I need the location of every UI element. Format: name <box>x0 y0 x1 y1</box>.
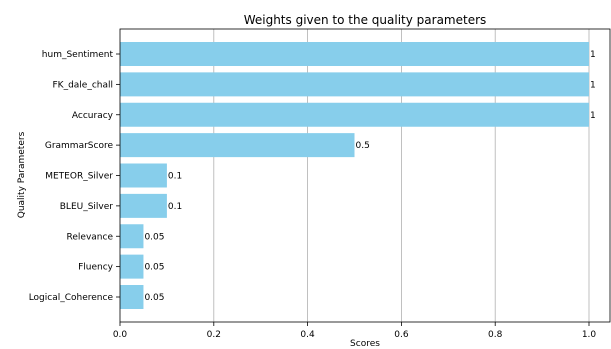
data-label: 0.05 <box>144 293 164 303</box>
y-axis-label: Quality Parameters <box>17 131 27 218</box>
data-label: 0.05 <box>144 232 164 242</box>
data-label: 0.1 <box>168 202 182 212</box>
y-tick-label: Accuracy <box>72 111 114 121</box>
x-ticks: 0.0 0.2 0.4 0.6 0.8 1.0 <box>113 322 597 340</box>
bar <box>120 133 355 158</box>
bar <box>120 163 167 188</box>
data-label: 0.5 <box>356 141 370 151</box>
bar <box>120 224 144 249</box>
bar <box>120 254 144 279</box>
data-label: 0.05 <box>144 263 164 273</box>
y-tick-label: FK_dale_chall <box>52 80 113 90</box>
y-tick-label: Logical_Coherence <box>29 293 114 303</box>
x-axis-label: Scores <box>350 339 380 349</box>
y-tick-label: hum_Sentiment <box>42 50 114 60</box>
x-tick-label: 1.0 <box>582 330 597 340</box>
data-labels: 1 1 1 0.5 0.1 0.1 0.05 0.05 0.05 <box>144 50 595 303</box>
data-label: 1 <box>590 50 596 60</box>
y-tick-label: Fluency <box>78 263 114 273</box>
x-tick-label: 0.0 <box>113 330 128 340</box>
x-tick-label: 0.4 <box>300 330 315 340</box>
x-tick-label: 0.6 <box>394 330 409 340</box>
plot-frame <box>119 28 611 323</box>
x-tick-label: 0.8 <box>488 330 503 340</box>
x-tick-label: 0.2 <box>207 330 221 340</box>
chart-title: Weights given to the quality parameters <box>244 13 487 27</box>
y-tick-label: METEOR_Silver <box>45 172 113 182</box>
bar <box>120 285 144 309</box>
data-label: 1 <box>590 80 596 90</box>
y-tick-label: GrammarScore <box>45 141 114 151</box>
data-label: 1 <box>590 111 596 121</box>
y-tick-label: Relevance <box>67 232 114 242</box>
bar <box>120 193 167 218</box>
data-label: 0.1 <box>168 172 182 182</box>
bar <box>120 72 589 97</box>
bars <box>120 42 589 309</box>
y-tick-labels: hum_Sentiment FK_dale_chall Accuracy Gramma… <box>29 50 120 303</box>
bar <box>120 42 589 66</box>
bar <box>120 102 589 127</box>
y-tick-label: BLEU_Silver <box>60 202 114 212</box>
